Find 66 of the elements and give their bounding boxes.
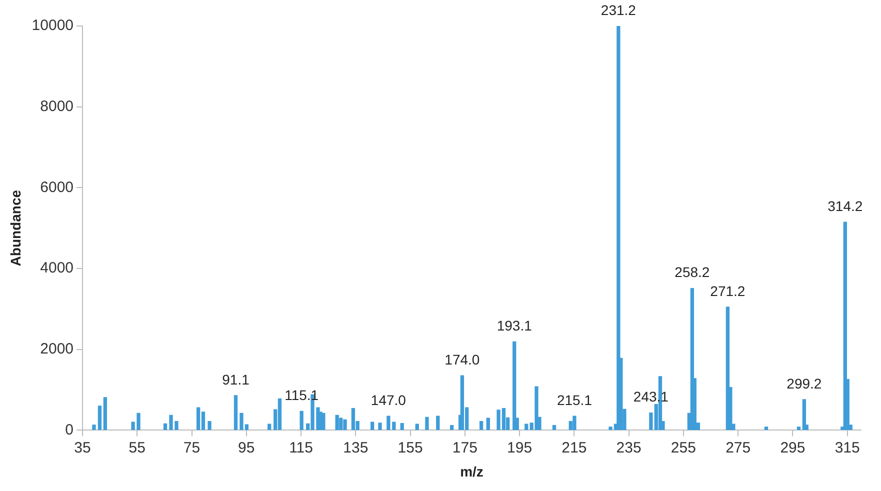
bar: [278, 398, 282, 430]
bar: [103, 397, 108, 430]
y-axis-title: Abundance: [7, 190, 24, 266]
bar: [92, 424, 96, 430]
bar: [343, 419, 347, 430]
x-tick-label: 295: [780, 439, 806, 456]
y-tick-label: 8000: [40, 98, 74, 115]
x-tick-label: 115: [289, 439, 313, 456]
bar: [351, 408, 356, 430]
bar: [425, 416, 429, 430]
bar: [512, 341, 516, 430]
bar: [572, 416, 576, 430]
annotation: 147.0: [370, 392, 406, 408]
bar: [436, 416, 440, 430]
bar: [450, 425, 454, 430]
bar: [802, 399, 806, 430]
bar: [552, 425, 556, 430]
bar: [415, 424, 419, 430]
annotation: 215.1: [556, 392, 592, 408]
y-tick-label: 2000: [40, 340, 74, 358]
x-tick-label: 215: [562, 439, 587, 456]
bar: [370, 422, 374, 430]
x-tick-label: 95: [238, 439, 255, 456]
annotation: 91.1: [222, 371, 250, 388]
annotation: 231.2: [600, 2, 636, 18]
annotation: 193.1: [496, 318, 532, 334]
annotation: 299.2: [786, 375, 822, 392]
annotation: 258.2: [674, 264, 710, 280]
x-tick-label: 155: [398, 439, 423, 456]
annotation: 174.0: [444, 351, 480, 368]
y-tick-label: 10000: [32, 17, 74, 34]
bar: [764, 426, 768, 430]
bar: [378, 422, 382, 430]
x-axis-title: m/z: [460, 463, 484, 480]
x-tick-label: 315: [834, 439, 860, 456]
bar: [486, 418, 490, 430]
x-tick-label: 135: [343, 439, 368, 456]
bar: [98, 406, 102, 430]
x-tick-label: 195: [507, 439, 532, 456]
annotation: 314.2: [828, 198, 863, 214]
x-tick-label: 55: [128, 439, 146, 456]
x-tick-label: 175: [452, 439, 478, 456]
x-tick-label: 255: [670, 439, 696, 456]
bar: [234, 395, 238, 430]
x-tick-label: 275: [726, 439, 751, 456]
bar: [796, 426, 801, 430]
bar: [208, 420, 212, 430]
y-tick-label: 4000: [40, 260, 74, 277]
bar: [400, 423, 404, 430]
x-tick-label: 235: [616, 439, 642, 456]
bar: [479, 420, 484, 430]
y-tick-label: 0: [65, 421, 74, 438]
x-tick-label: 35: [74, 439, 91, 456]
y-tick-label: 6000: [40, 178, 74, 196]
annotation: 271.2: [710, 282, 746, 299]
bar: [460, 375, 464, 430]
bar: [339, 418, 343, 430]
x-tick-label: 75: [183, 439, 200, 456]
bar: [322, 412, 326, 430]
bar: [268, 424, 272, 430]
bar: [163, 423, 168, 430]
bar: [616, 26, 620, 430]
bar: [335, 414, 339, 430]
bar: [608, 426, 612, 430]
annotation: 115.1: [284, 387, 319, 404]
bar: [300, 410, 304, 430]
